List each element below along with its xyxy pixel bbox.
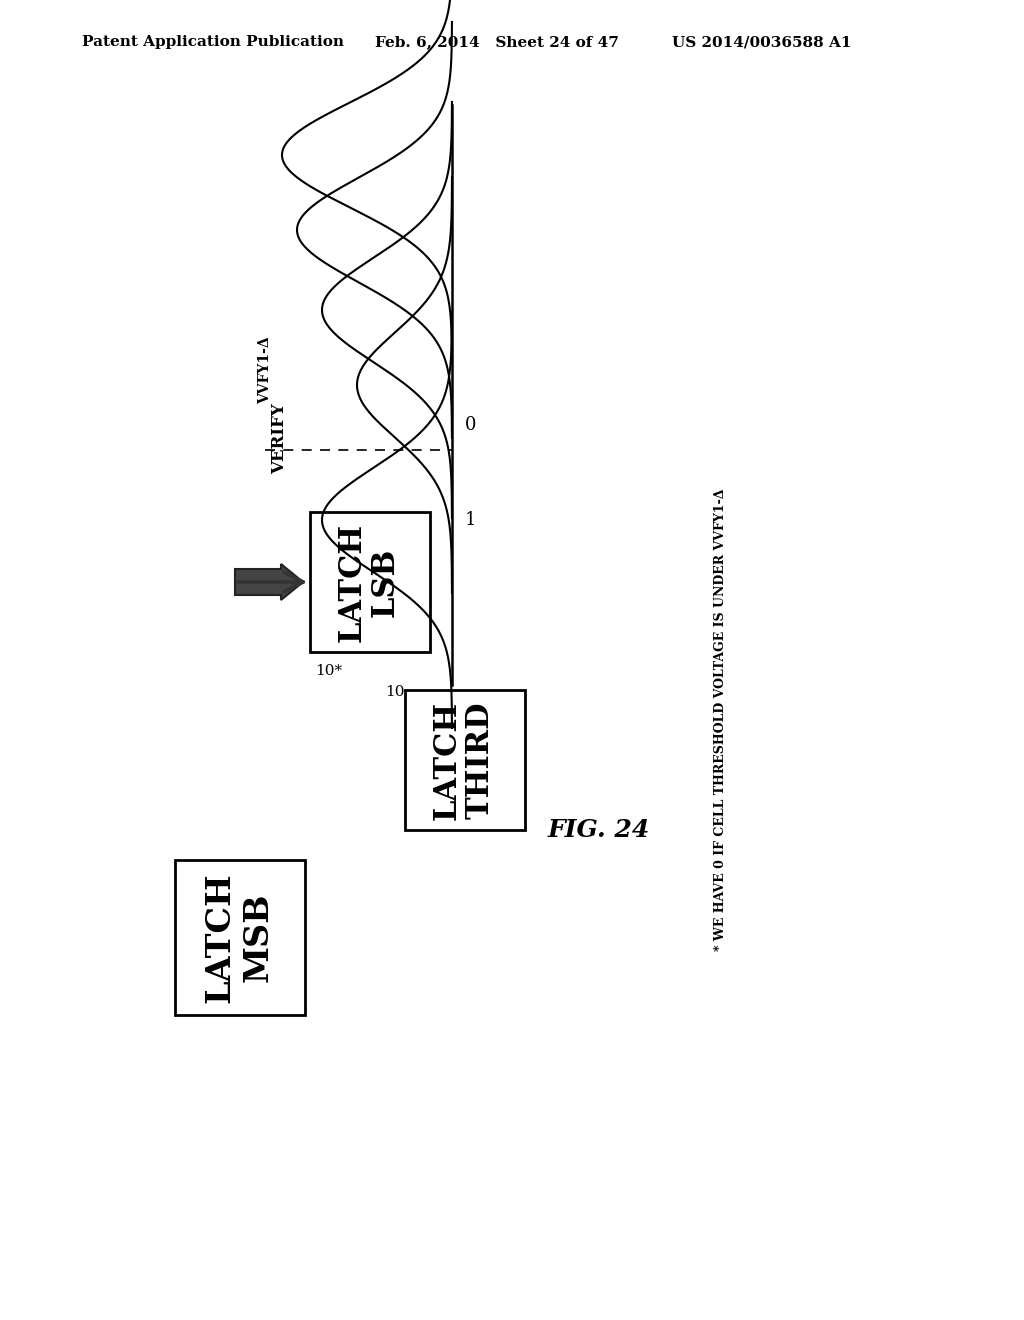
Text: LATCH: LATCH xyxy=(337,523,368,642)
Text: Feb. 6, 2014   Sheet 24 of 47: Feb. 6, 2014 Sheet 24 of 47 xyxy=(375,36,618,49)
Text: 10*: 10* xyxy=(315,664,342,678)
Text: LATCH: LATCH xyxy=(431,701,463,820)
Bar xyxy=(310,512,430,652)
FancyArrow shape xyxy=(234,564,303,601)
Text: 0: 0 xyxy=(465,416,476,434)
Text: THIRD: THIRD xyxy=(465,701,496,818)
Text: * WE HAVE 0 IF CELL THRESHOLD VOLTAGE IS UNDER VVFY1-Δ: * WE HAVE 0 IF CELL THRESHOLD VOLTAGE IS… xyxy=(714,488,726,952)
Bar xyxy=(406,690,525,830)
Text: MSB: MSB xyxy=(242,892,274,982)
Text: LATCH: LATCH xyxy=(204,873,237,1003)
Text: VVFY1-Δ: VVFY1-Δ xyxy=(258,337,272,404)
Text: 10: 10 xyxy=(385,685,404,700)
Bar xyxy=(175,861,305,1015)
Text: FIG. 24: FIG. 24 xyxy=(548,818,650,842)
Text: 1: 1 xyxy=(465,511,476,529)
Text: Patent Application Publication: Patent Application Publication xyxy=(82,36,344,49)
Text: LSB: LSB xyxy=(370,548,400,616)
Text: VERIFY: VERIFY xyxy=(271,403,289,474)
Text: US 2014/0036588 A1: US 2014/0036588 A1 xyxy=(672,36,852,49)
